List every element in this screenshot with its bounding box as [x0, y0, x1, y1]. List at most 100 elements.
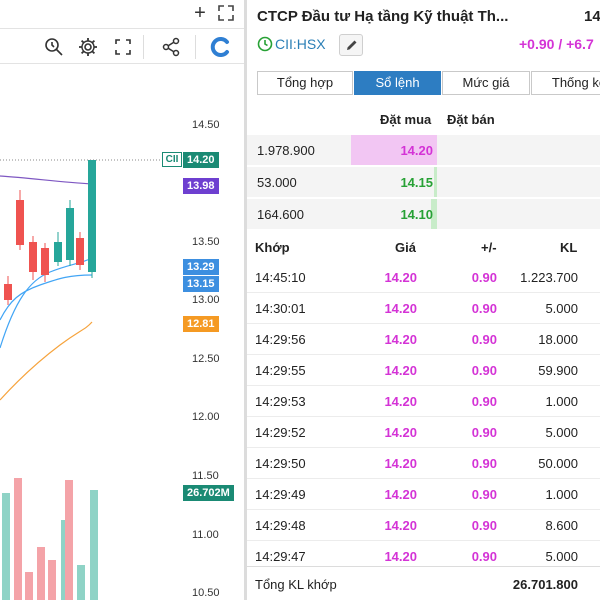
trade-time: 14:29:56	[255, 332, 306, 347]
bid-depth-bar	[434, 167, 437, 197]
tab-summary[interactable]: Tổng hợp	[257, 71, 353, 95]
trade-price: 14.20	[384, 425, 417, 440]
trade-row[interactable]: 14:29:56 14.20 0.90 18.000	[247, 324, 600, 355]
candle-body	[76, 238, 84, 265]
axis-label-14-50: 14.50	[192, 119, 220, 131]
trade-time: 14:29:47	[255, 549, 306, 564]
tab-order-book[interactable]: Sổ lệnh	[354, 71, 441, 95]
trade-volume: 1.223.700	[520, 270, 578, 285]
edit-button[interactable]	[339, 34, 363, 56]
candle-body	[41, 248, 49, 275]
bid-price: 14.20	[400, 143, 433, 158]
ma-blue-tag-2: 13.15	[183, 276, 219, 292]
trade-volume: 18.000	[538, 332, 578, 347]
share-icon[interactable]	[160, 36, 182, 58]
trade-volume: 59.900	[538, 363, 578, 378]
trade-time: 14:29:49	[255, 487, 306, 502]
axis-label-11-00: 11.00	[192, 529, 219, 541]
buy-header: Đặt mua	[380, 112, 432, 127]
trade-change: 0.90	[471, 301, 497, 316]
axis-label-13-00: 13.00	[192, 294, 220, 306]
trade-time: 14:45:10	[255, 270, 306, 285]
trade-row[interactable]: 14:45:10 14.20 0.90 1.223.700	[247, 262, 600, 293]
brand-c-icon[interactable]	[210, 36, 232, 58]
volume-bar	[2, 493, 10, 600]
volume-tag: 26.702M	[183, 485, 234, 501]
trade-price: 14.20	[384, 518, 417, 533]
candle-body	[4, 284, 12, 300]
trade-price: 14.20	[384, 270, 417, 285]
ma-purple-tag: 13.98	[183, 178, 219, 194]
sell-header: Đặt bán	[447, 112, 495, 127]
total-volume-label: Tổng KL khớp	[255, 577, 337, 592]
bid-price: 14.10	[400, 207, 433, 222]
plus-icon[interactable]: +	[194, 2, 206, 24]
axis-label-11-50: 11.50	[192, 470, 219, 482]
trade-volume: 8.600	[545, 518, 578, 533]
trade-volume: 5.000	[545, 301, 578, 316]
trade-row[interactable]: 14:29:52 14.20 0.90 5.000	[247, 417, 600, 448]
trade-change: 0.90	[471, 549, 497, 564]
ma-blue-line	[0, 274, 93, 321]
candle-body	[29, 242, 37, 272]
trade-row[interactable]: 14:29:48 14.20 0.90 8.600	[247, 510, 600, 541]
trade-change: 0.90	[471, 270, 497, 285]
trade-price: 14.20	[384, 363, 417, 378]
trade-price: 14.20	[384, 549, 417, 564]
pencil-icon	[347, 40, 357, 50]
trade-volume: 50.000	[538, 456, 578, 471]
order-book-row[interactable]: 164.600 14.10	[247, 199, 600, 229]
trade-row[interactable]: 14:29:55 14.20 0.90 59.900	[247, 355, 600, 386]
chart-toolbar	[0, 28, 244, 64]
volume-bar	[14, 478, 22, 600]
trade-time: 14:29:52	[255, 425, 306, 440]
bid-volume: 164.600	[257, 207, 304, 222]
trade-change: 0.90	[471, 394, 497, 409]
trade-change: 0.90	[471, 363, 497, 378]
zoom-icon[interactable]	[43, 36, 65, 58]
trade-row[interactable]: 14:29:53 14.20 0.90 1.000	[247, 386, 600, 417]
trade-change: 0.90	[471, 332, 497, 347]
volume-bar	[65, 480, 73, 600]
expand-icon[interactable]	[218, 5, 234, 21]
trade-time: 14:29:53	[255, 394, 306, 409]
ma-orange-tag: 12.81	[183, 316, 219, 332]
axis-label-13-50: 13.50	[192, 236, 220, 248]
trade-change: 0.90	[471, 425, 497, 440]
order-book-row[interactable]: 53.000 14.15	[247, 167, 600, 197]
trade-volume: 1.000	[545, 487, 578, 502]
candle-body	[88, 160, 96, 272]
order-book: 1.978.900 14.20 53.000 14.15 164.600 14.10	[247, 135, 600, 231]
trade-time: 14:29:50	[255, 456, 306, 471]
header-price: 14	[584, 8, 600, 25]
gear-icon[interactable]	[77, 36, 99, 58]
candle-body	[66, 208, 74, 260]
chart-pane[interactable]: + 14.50 13.50 13.00 1	[0, 0, 244, 600]
tab-price-levels[interactable]: Mức giá	[442, 71, 530, 95]
trade-volume: 1.000	[545, 394, 578, 409]
bid-volume: 1.978.900	[257, 143, 315, 158]
bid-depth-bar	[431, 199, 437, 229]
ticker-status-icon	[257, 36, 273, 52]
trade-price: 14.20	[384, 456, 417, 471]
fullscreen-icon[interactable]	[112, 36, 134, 58]
volume-bar	[37, 547, 45, 600]
axis-label-10-50: 10.50	[192, 587, 220, 599]
volume-bar	[25, 572, 33, 600]
ticker-code[interactable]: CII:HSX	[275, 36, 326, 52]
trade-row[interactable]: 14:29:49 14.20 0.90 1.000	[247, 479, 600, 510]
ma-orange-line	[0, 321, 93, 401]
trade-price: 14.20	[384, 332, 417, 347]
tab-statistics[interactable]: Thống kê	[531, 71, 600, 95]
candlestick-chart[interactable]	[0, 64, 244, 600]
trade-row[interactable]: 14:29:50 14.20 0.90 50.000	[247, 448, 600, 479]
pane-splitter[interactable]	[244, 0, 247, 600]
bid-volume: 53.000	[257, 175, 297, 190]
trade-time: 14:30:01	[255, 301, 306, 316]
trade-row[interactable]: 14:30:01 14.20 0.90 5.000	[247, 293, 600, 324]
trade-price: 14.20	[384, 394, 417, 409]
order-book-row[interactable]: 1.978.900 14.20	[247, 135, 600, 165]
last-price-tag: 14.20	[183, 152, 219, 168]
chart-top-bar: +	[0, 0, 244, 28]
total-volume-footer: Tổng KL khớp 26.701.800	[247, 566, 600, 600]
